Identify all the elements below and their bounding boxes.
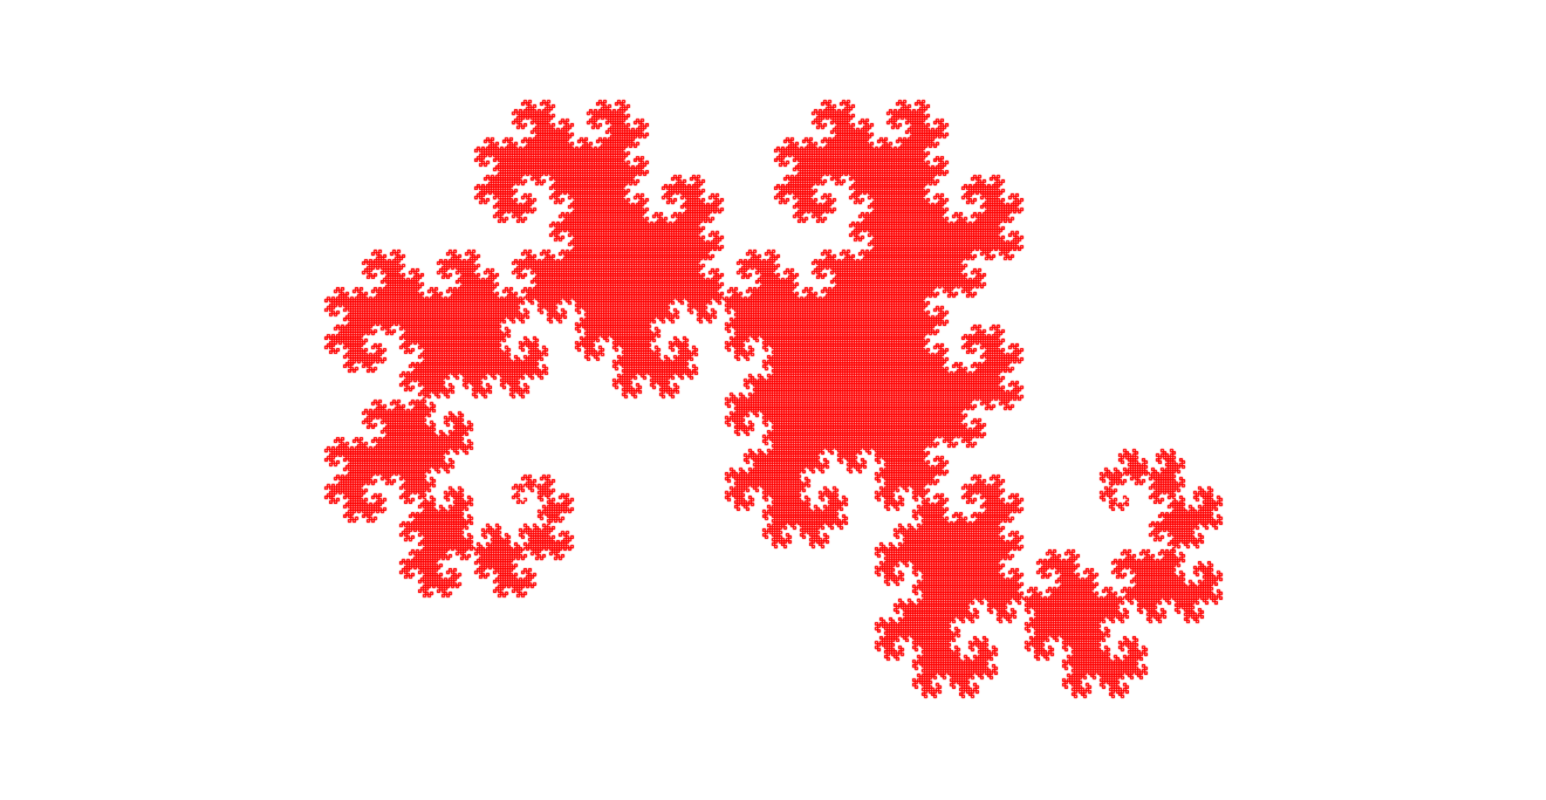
fractal-stage xyxy=(0,0,1546,800)
dragon-fractal-canvas xyxy=(0,0,1546,800)
